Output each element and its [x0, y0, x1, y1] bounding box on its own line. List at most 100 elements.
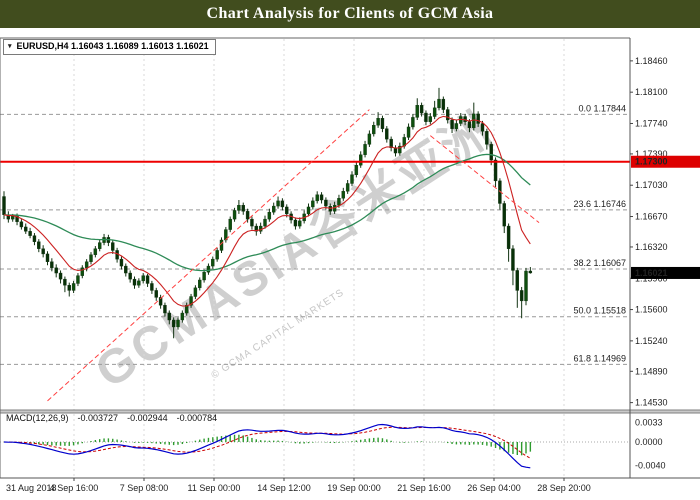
price-axis-label: 1.14890: [635, 366, 668, 376]
macd-name: MACD(12,26,9): [6, 413, 69, 423]
candle-body: [519, 290, 524, 302]
macd-axis-label: -0.0040: [635, 461, 666, 471]
candle-body: [345, 183, 350, 192]
time-axis-label: 26 Sep 04:00: [467, 483, 521, 493]
candle-body: [511, 248, 515, 271]
title-bar: Chart Analysis for Clients of GCM Asia: [0, 0, 700, 28]
trendline-ascending[interactable]: [47, 109, 370, 402]
candle-body: [67, 285, 71, 291]
candle-body: [111, 242, 115, 251]
candle-body: [267, 211, 272, 220]
candle-body: [385, 128, 389, 140]
candle-body: [89, 254, 93, 262]
panel-divider[interactable]: [0, 410, 700, 413]
candle-body: [419, 105, 424, 114]
candle-body: [472, 113, 476, 129]
price-axis-label: 1.17740: [635, 118, 668, 128]
candle-body: [54, 267, 58, 274]
macd-value-histogram: -0.000784: [176, 413, 218, 423]
candle-body: [28, 231, 32, 236]
candle-body: [276, 200, 280, 207]
price-axis-label: 1.17030: [635, 180, 668, 190]
candle-body: [245, 211, 250, 220]
current-price-tag[interactable]: [631, 266, 700, 279]
chart-frame: [0, 37, 700, 479]
trendlines: [47, 109, 540, 402]
candle-body: [119, 258, 124, 267]
candle-body: [437, 98, 441, 109]
candle-body: [502, 203, 506, 227]
candle-body: [2, 196, 6, 215]
trendline-descending[interactable]: [429, 135, 540, 223]
candle-body: [180, 312, 185, 321]
candle-body: [350, 174, 354, 184]
price-tags: 1.17300 1.16021: [631, 155, 700, 279]
price-axis-label: 1.17390: [635, 149, 668, 159]
candle-body: [58, 272, 63, 280]
candle-body: [154, 290, 158, 298]
candles: [2, 87, 533, 339]
watermark: GCMASIA谷米亚洲 © GCMA CAPITAL MARKETS: [87, 102, 504, 398]
candle-body: [363, 144, 367, 155]
moving-averages: [3, 115, 531, 307]
candle-body: [319, 194, 324, 201]
time-axis-label: 31 Aug 2018: [6, 483, 57, 493]
title-text: Chart Analysis for Clients of GCM Asia: [206, 5, 494, 22]
candle-body: [254, 225, 259, 232]
candle-body: [524, 270, 528, 302]
candle-body: [250, 218, 254, 227]
candle-body: [232, 210, 237, 220]
candle-body: [145, 275, 150, 284]
candle-body: [132, 278, 137, 286]
candle-body: [45, 253, 50, 262]
fib-level-label: 0.0 1.17844: [578, 103, 626, 113]
candle-body: [84, 261, 89, 269]
ma-fast-line: [3, 115, 531, 307]
candle-body: [467, 121, 472, 129]
price-axis-label: 1.18100: [635, 87, 668, 97]
candle-body: [324, 199, 328, 207]
candle-body: [24, 226, 28, 232]
time-axis-label: 7 Sep 08:00: [120, 483, 169, 493]
hline-price-tag[interactable]: [631, 155, 700, 168]
candle-body: [528, 270, 533, 274]
candle-body: [315, 194, 319, 202]
symbol-ohlc-label: EURUSD,H4 1.16043 1.16089 1.16013 1.1602…: [16, 41, 209, 51]
candle-body: [237, 205, 241, 211]
candle-body: [450, 119, 454, 129]
candle-body: [380, 118, 385, 129]
candle-body: [406, 126, 411, 138]
candle-body: [97, 242, 102, 249]
candle-body: [150, 283, 154, 291]
candle-body: [428, 116, 432, 122]
fib-level-label: 23.6 1.16746: [573, 199, 626, 209]
candle-body: [193, 287, 198, 297]
candle-body: [359, 154, 363, 166]
macd-axis-label: 0.0000: [635, 437, 663, 447]
symbol-info-box: ▾ EURUSD,H4 1.16043 1.16089 1.16013 1.16…: [3, 39, 216, 55]
time-axis-label: 4 Sep 16:00: [50, 483, 99, 493]
candle-body: [280, 200, 285, 208]
candle-body: [80, 267, 85, 276]
candle-body: [19, 221, 24, 228]
time-axis-label: 14 Sep 12:00: [257, 483, 311, 493]
price-axis: 1.18460 1.18100 1.17740 1.17390 1.17030 1.166…: [630, 56, 668, 471]
candle-body: [415, 105, 419, 118]
candle-body: [476, 113, 480, 124]
candle-body: [389, 138, 393, 149]
candle-body: [398, 145, 402, 154]
candle-body: [128, 272, 132, 280]
candle-body: [37, 241, 41, 249]
candle-body: [354, 165, 359, 175]
candle-body: [167, 312, 172, 321]
candle-body: [124, 265, 128, 274]
ma-slow-line: [3, 153, 531, 272]
candle-body: [141, 275, 145, 282]
candle-body: [454, 123, 459, 129]
fib-level-label: 61.8 1.14969: [573, 353, 626, 363]
candle-body: [93, 248, 98, 255]
current-price-tag-text: 1.16021: [635, 268, 668, 278]
candle-body: [215, 250, 219, 260]
